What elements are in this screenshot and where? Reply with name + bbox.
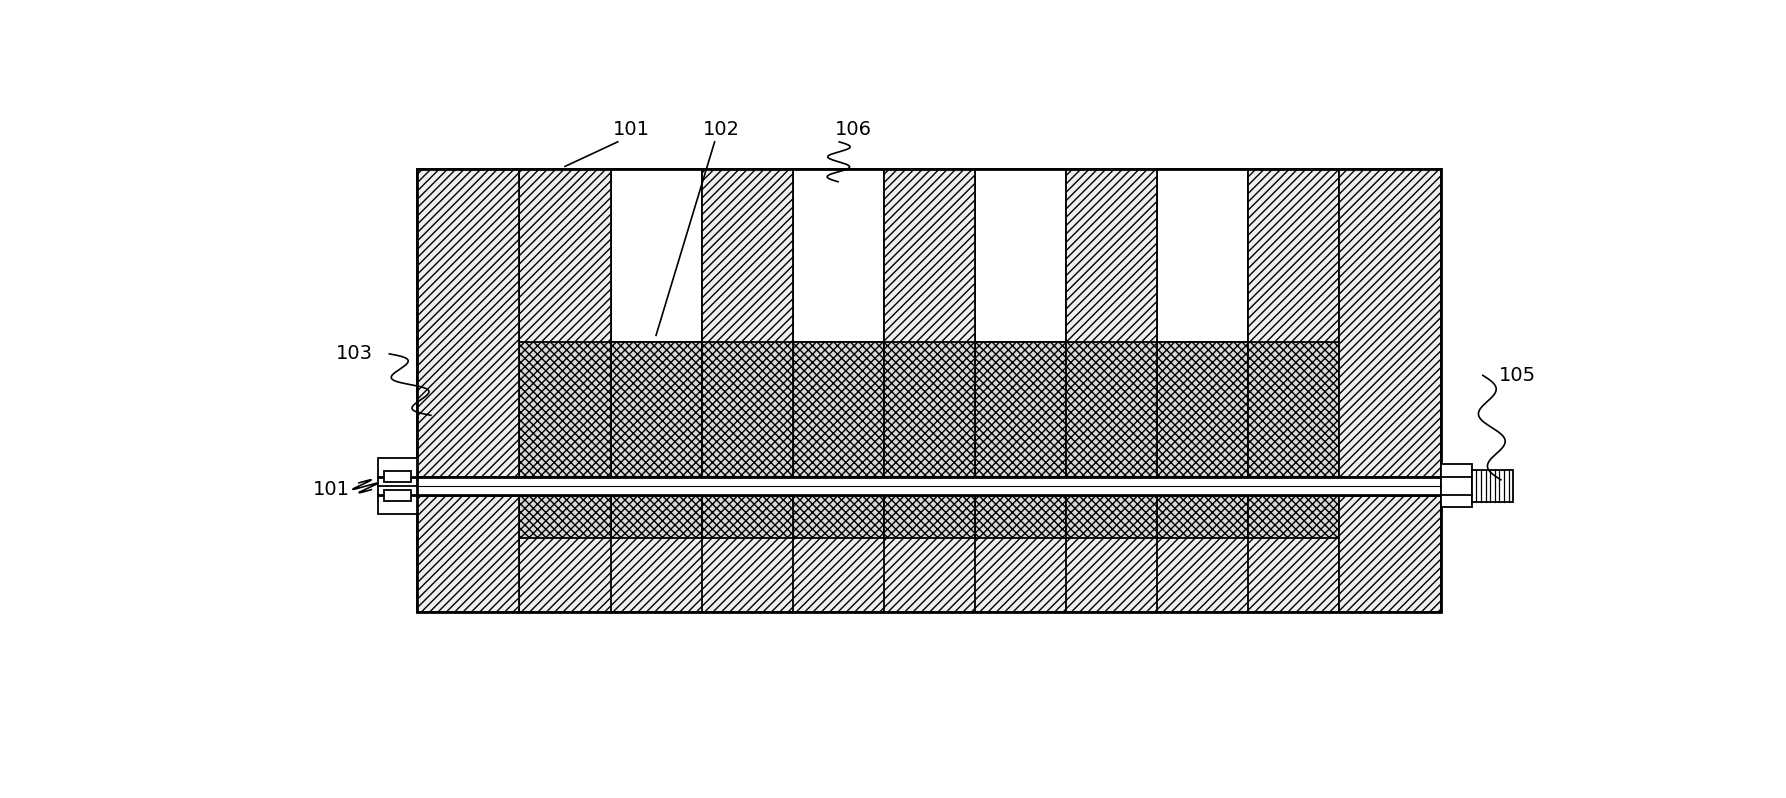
Bar (520, 495, 611, 612)
Bar (702, 495, 793, 538)
Bar (1441, 464, 1472, 508)
Bar (611, 169, 702, 342)
Text: 101: 101 (613, 120, 650, 139)
Bar (1248, 169, 1340, 476)
Bar (1472, 470, 1513, 502)
Bar (520, 169, 611, 476)
Bar (418, 169, 1441, 476)
Text: 102: 102 (704, 120, 739, 139)
Text: 106: 106 (834, 120, 872, 139)
Bar (1248, 342, 1340, 476)
Bar (1248, 495, 1340, 538)
Bar (1248, 495, 1340, 612)
Bar (975, 342, 1066, 476)
Bar (611, 342, 702, 476)
Bar (793, 169, 884, 342)
Bar (1157, 495, 1248, 538)
Bar (884, 169, 975, 476)
Bar (384, 471, 411, 482)
Bar (418, 495, 520, 612)
Bar (975, 495, 1066, 538)
Bar (975, 169, 1066, 342)
Bar (1066, 495, 1157, 538)
Bar (418, 476, 1441, 495)
Text: 103: 103 (336, 344, 373, 363)
Bar (702, 342, 793, 476)
Bar (379, 458, 418, 514)
Bar (793, 495, 884, 538)
Bar (520, 495, 611, 538)
Bar (1157, 169, 1248, 342)
Bar (418, 495, 1441, 612)
Bar (1066, 342, 1157, 476)
Bar (884, 342, 975, 476)
Bar (884, 495, 975, 612)
Bar (520, 342, 611, 476)
Bar (793, 342, 884, 476)
Bar (611, 495, 702, 538)
Bar (702, 495, 793, 612)
Bar (884, 495, 975, 538)
Text: 105: 105 (1498, 365, 1536, 385)
Bar (384, 490, 411, 500)
Bar (702, 169, 793, 476)
Bar (418, 169, 1441, 476)
Bar (1157, 342, 1248, 476)
Bar (1066, 495, 1157, 612)
Bar (1066, 169, 1157, 476)
Bar (1340, 495, 1441, 612)
Text: 101: 101 (313, 480, 350, 499)
Bar (418, 495, 1441, 612)
Bar (418, 169, 520, 476)
Bar (1340, 169, 1441, 476)
